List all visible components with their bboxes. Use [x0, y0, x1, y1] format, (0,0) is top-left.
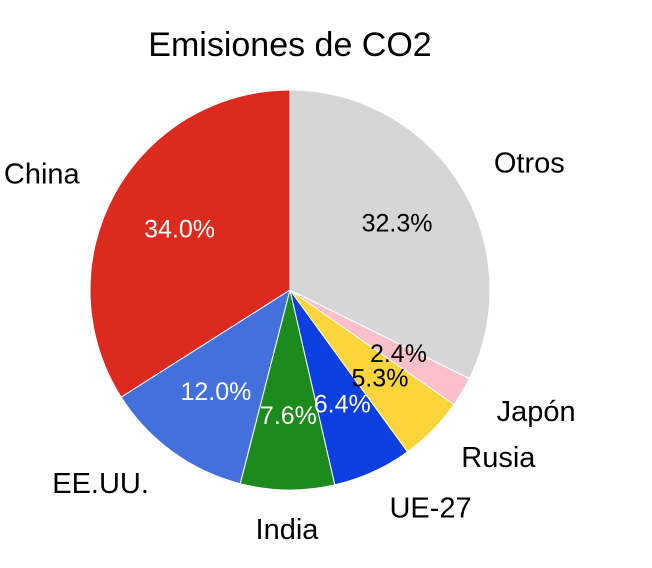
pie-slice-india — [239, 289, 336, 491]
pct-label-otros: 32.3% — [362, 209, 433, 237]
category-label-india: India — [256, 514, 320, 546]
category-label-rusia: Rusia — [461, 442, 536, 474]
category-label-japon: Japón — [497, 396, 576, 428]
pie-slice-otros — [289, 89, 491, 380]
category-label-ee-uu: EE.UU. — [52, 468, 149, 500]
pct-label-india: 7.6% — [260, 402, 317, 430]
pct-label-ee-uu: 12.0% — [180, 378, 251, 406]
pie-slices — [89, 89, 491, 491]
pct-label-ue-27: 6.4% — [314, 391, 371, 419]
pct-label-rusia: 5.3% — [351, 364, 408, 392]
pie-slice-ee-uu — [120, 288, 291, 485]
pct-label-japon: 2.4% — [370, 340, 427, 368]
percentage-labels: 34.0% 12.0% 7.6%6.4%5.3%2.4% 32.3% — [144, 209, 432, 429]
chart-title: Emisiones de CO2 — [148, 26, 431, 64]
category-label-ue-27: UE-27 — [389, 492, 471, 524]
pct-label-china: 34.0% — [144, 215, 215, 243]
pie-slice-china — [89, 89, 291, 398]
category-label-china: China — [4, 158, 81, 190]
category-labels: China EE.UU. India UE-27 Rusia Japón Otros — [4, 147, 576, 546]
category-label-otros: Otros — [494, 147, 565, 179]
